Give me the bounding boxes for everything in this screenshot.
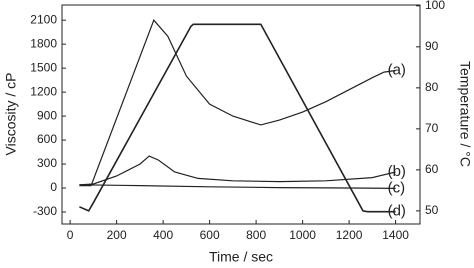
- y-tick-label: 300: [37, 156, 57, 170]
- series-label: (d): [388, 203, 406, 220]
- y2-tick-label: 80: [425, 80, 439, 94]
- x-tick-label: 200: [107, 228, 127, 242]
- y2-tick-label: 70: [425, 121, 439, 135]
- series-label: (b): [388, 163, 406, 180]
- y-axis-title: Viscosity / cP: [3, 73, 19, 156]
- series-label: (a): [388, 62, 406, 79]
- y-tick-label: 1800: [30, 36, 57, 50]
- series-line: [79, 19, 396, 187]
- y2-tick-label: 60: [425, 162, 439, 176]
- y-tick-label: 600: [37, 132, 57, 146]
- series-label: (c): [388, 179, 406, 196]
- series-line: [79, 184, 396, 189]
- x-tick-label: 1200: [336, 228, 363, 242]
- x-tick-label: 1400: [382, 228, 409, 242]
- x-tick-label: 800: [246, 228, 266, 242]
- y-tick-label: 2100: [30, 12, 57, 26]
- y-tick-label: 0: [50, 180, 57, 194]
- x-axis-title: Time / sec: [209, 249, 273, 265]
- x-tick-label: 400: [153, 228, 173, 242]
- y-tick-label: -300: [33, 204, 57, 218]
- x-tick-label: 1000: [289, 228, 316, 242]
- series-line: [79, 23, 396, 213]
- series-line: [79, 155, 396, 186]
- x-tick-label: 0: [67, 228, 74, 242]
- y-tick-label: 1500: [30, 60, 57, 74]
- y2-axis-title: Temperature / °C: [457, 61, 473, 167]
- y2-tick-label: 90: [425, 39, 439, 53]
- y2-tick-label: 50: [425, 203, 439, 217]
- y2-tick-label: 100: [425, 0, 445, 12]
- plot-frame: [61, 4, 421, 225]
- y-tick-label: 1200: [30, 84, 57, 98]
- x-tick-label: 600: [200, 228, 220, 242]
- y-tick-label: 900: [37, 108, 57, 122]
